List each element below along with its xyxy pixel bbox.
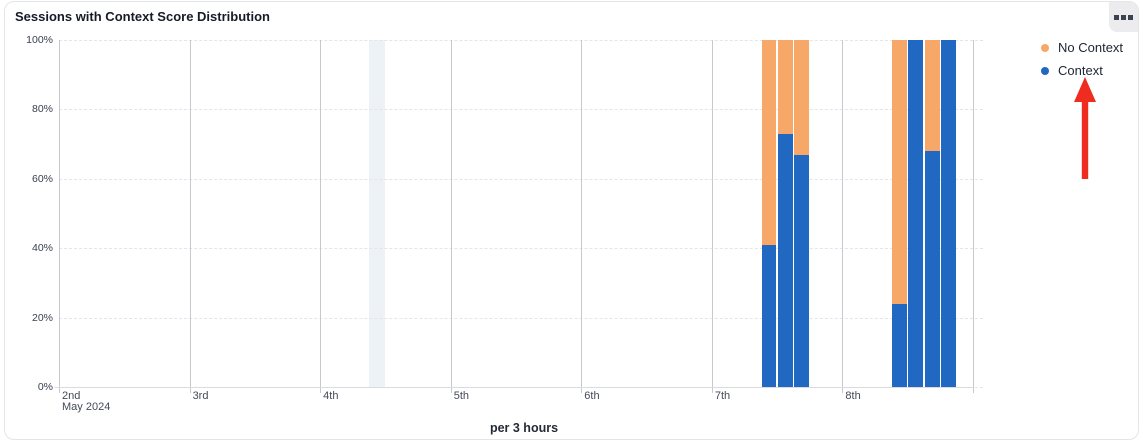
widget-title: Sessions with Context Score Distribution: [15, 9, 270, 24]
legend-label-no-context: No Context: [1058, 40, 1124, 55]
bar-segment-no-context[interactable]: [761, 40, 777, 245]
legend-label-context: Context: [1058, 63, 1103, 78]
bar-segment-no-context[interactable]: [924, 40, 940, 152]
bar-segment-context[interactable]: [794, 154, 810, 387]
legend-item-no-context[interactable]: No Context: [1041, 39, 1123, 56]
bar-segment-context[interactable]: [761, 244, 777, 387]
context-swatch-icon: [1041, 66, 1049, 75]
x-axis-title: per 3 hours: [489, 421, 559, 435]
widget-menu-button[interactable]: [1109, 2, 1138, 32]
no-context-swatch-icon: [1041, 43, 1049, 52]
bar-segment-no-context[interactable]: [892, 40, 907, 304]
three-squares-icon: [1114, 14, 1133, 20]
bar-segment-context[interactable]: [924, 151, 940, 387]
red-arrow-up-icon: [1074, 77, 1096, 179]
chart-widget-card: Sessions with Context Score Distribution: [4, 1, 1139, 440]
bar-segment-no-context[interactable]: [777, 40, 793, 134]
chart-legend: No Context Context: [1041, 39, 1123, 85]
legend-item-context[interactable]: Context: [1041, 62, 1123, 79]
bar-segment-context[interactable]: [941, 40, 956, 387]
bar-segment-context[interactable]: [892, 303, 907, 387]
bar-segment-context[interactable]: [908, 40, 924, 387]
x-axis-month-label: May 2024: [62, 401, 111, 413]
bar-segment-no-context[interactable]: [794, 40, 810, 155]
bar-segment-context[interactable]: [777, 133, 793, 387]
